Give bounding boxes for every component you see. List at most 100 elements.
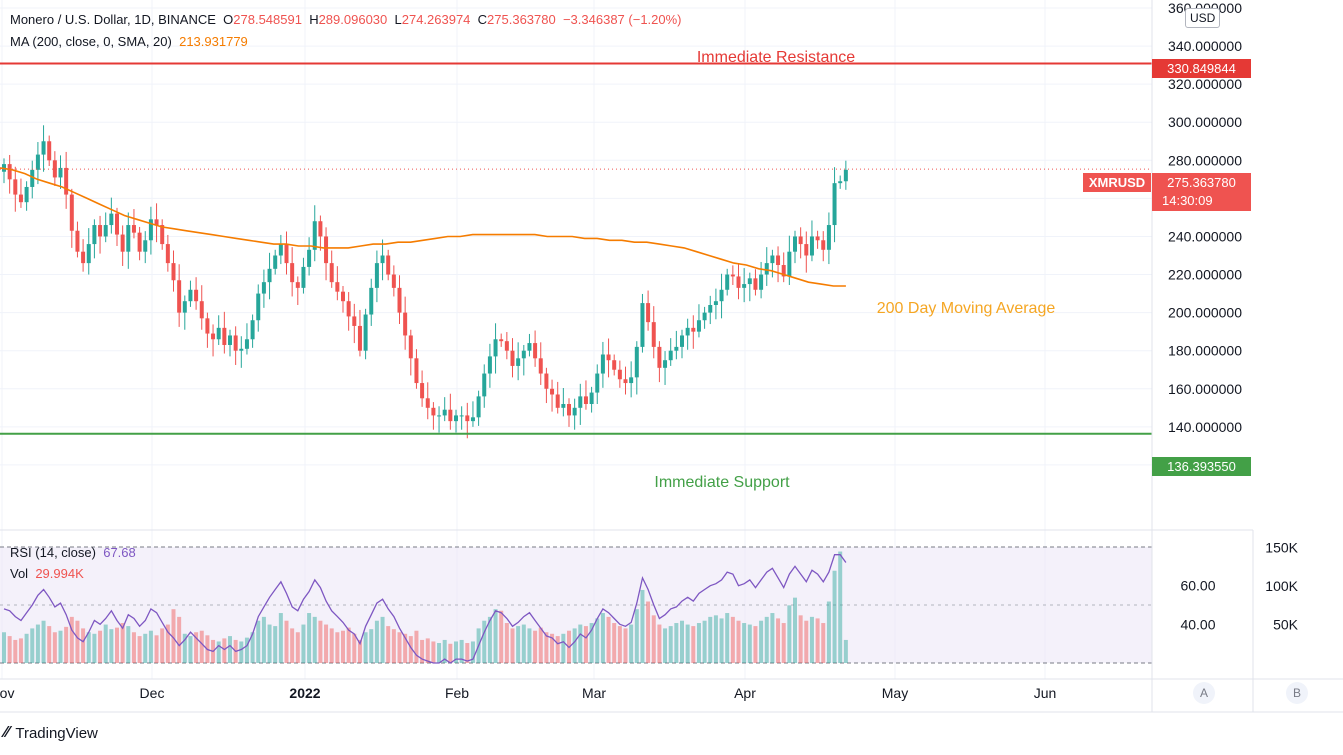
high-value: 289.096030 — [318, 12, 388, 27]
candle-body — [261, 282, 266, 294]
volume-bar — [194, 632, 199, 663]
volume-bar — [177, 616, 182, 663]
time-tick-label: May — [882, 685, 908, 701]
auto-scale-button[interactable]: A — [1193, 682, 1215, 704]
ma-legend[interactable]: MA (200, close, 0, SMA, 20) 213.931779 — [10, 34, 248, 49]
volume-bar — [244, 637, 249, 663]
support-label: Immediate Support — [654, 474, 790, 491]
volume-bar — [742, 623, 747, 663]
volume-bar — [295, 632, 300, 663]
candle-body — [228, 335, 232, 345]
candle-body — [713, 301, 718, 305]
candle-body — [273, 255, 278, 269]
candle-body — [516, 358, 521, 366]
price-tick-label: 180.000000 — [1168, 343, 1242, 359]
volume-bar — [307, 613, 312, 663]
volume-bar — [629, 624, 634, 663]
candle-body — [465, 415, 470, 422]
candle-body — [171, 263, 176, 281]
candle-body — [793, 236, 797, 252]
candle-body — [64, 167, 69, 195]
volume-bar — [595, 618, 600, 663]
time-tick-label: Dec — [140, 685, 165, 701]
volume-bar — [533, 630, 538, 663]
volume-bar — [504, 623, 509, 663]
volume-bar — [386, 626, 391, 663]
candle-body — [131, 225, 136, 233]
candle-body — [583, 396, 588, 404]
volume-bar — [131, 632, 136, 663]
candle-body — [69, 194, 74, 231]
candle-body — [357, 325, 362, 351]
candle-body — [346, 301, 351, 317]
volume-bar — [363, 632, 368, 663]
ma-label: 200 Day Moving Average — [877, 300, 1056, 317]
scale-button-b[interactable]: B — [1286, 682, 1308, 704]
volume-bar — [470, 641, 475, 663]
candle-body — [216, 327, 221, 340]
volume-bar — [510, 628, 515, 663]
volume-bar — [708, 616, 713, 663]
symbol-tag: XMRUSD — [1083, 173, 1151, 192]
open-label: O — [223, 12, 234, 27]
volume-bar — [600, 613, 605, 663]
rsi-legend[interactable]: RSI (14, close) 67.68 — [10, 545, 136, 560]
volume-bar — [832, 570, 837, 663]
price-axis[interactable]: 120.000000140.000000160.000000180.000000… — [1168, 0, 1242, 473]
volume-bar — [781, 623, 786, 663]
volume-bar — [798, 615, 803, 663]
tradingview-logo[interactable]: ⁄⁄ TradingView — [4, 724, 98, 742]
candle-body — [329, 263, 334, 283]
volume-bar — [634, 609, 639, 663]
candle-body — [352, 316, 357, 326]
volume-bar — [583, 626, 588, 663]
candle-body — [103, 225, 108, 237]
volume-bar — [335, 632, 340, 663]
candle-body — [126, 225, 131, 252]
candle-body — [284, 244, 289, 264]
volume-bar — [30, 628, 35, 663]
volume-bar — [312, 616, 317, 663]
volume-bar — [646, 601, 651, 663]
candle-body — [578, 396, 583, 408]
high-label: H — [309, 12, 319, 27]
candle-body — [567, 404, 571, 416]
volume-bar — [680, 620, 684, 663]
candle-body — [414, 358, 419, 384]
vol-legend[interactable]: Vol 29.994K — [10, 566, 84, 581]
volume-bar — [69, 616, 74, 663]
change-value: −3.346387 (−1.20%) — [562, 12, 682, 27]
candle-body — [764, 263, 769, 275]
volume-bar — [764, 616, 769, 663]
candle-body — [623, 379, 628, 384]
price-tick-label: 280.000000 — [1168, 152, 1242, 168]
countdown: 14:30:09 — [1162, 193, 1213, 208]
currency-button[interactable]: USD — [1185, 8, 1221, 28]
volume-bar — [454, 641, 458, 663]
volume-bar — [730, 616, 735, 663]
volume-bar — [725, 613, 730, 663]
candle-body — [58, 167, 63, 178]
candle-body — [533, 343, 538, 359]
candle-body — [35, 154, 40, 170]
candle-body — [205, 318, 210, 334]
price-tick-label: 200.000000 — [1168, 305, 1242, 321]
price-tick-label: 240.000000 — [1168, 228, 1242, 244]
volume-bar — [623, 628, 628, 663]
candle-body — [312, 221, 317, 250]
candle-body — [290, 263, 295, 283]
candle-body — [160, 225, 165, 245]
volume-bar — [380, 616, 385, 663]
volume-bar — [668, 626, 673, 663]
time-tick-label: Mar — [582, 685, 606, 701]
candle-body — [324, 236, 329, 264]
candle-body — [459, 415, 464, 417]
volume-bar — [578, 624, 583, 663]
candle-body — [194, 289, 199, 302]
candle-body — [30, 169, 35, 187]
volume-bar — [759, 620, 764, 663]
low-value: 274.263974 — [401, 12, 471, 27]
candle-body — [691, 327, 696, 332]
time-axis[interactable]: Nov Dec 2022 Feb Mar Apr May Jun — [0, 685, 1056, 701]
